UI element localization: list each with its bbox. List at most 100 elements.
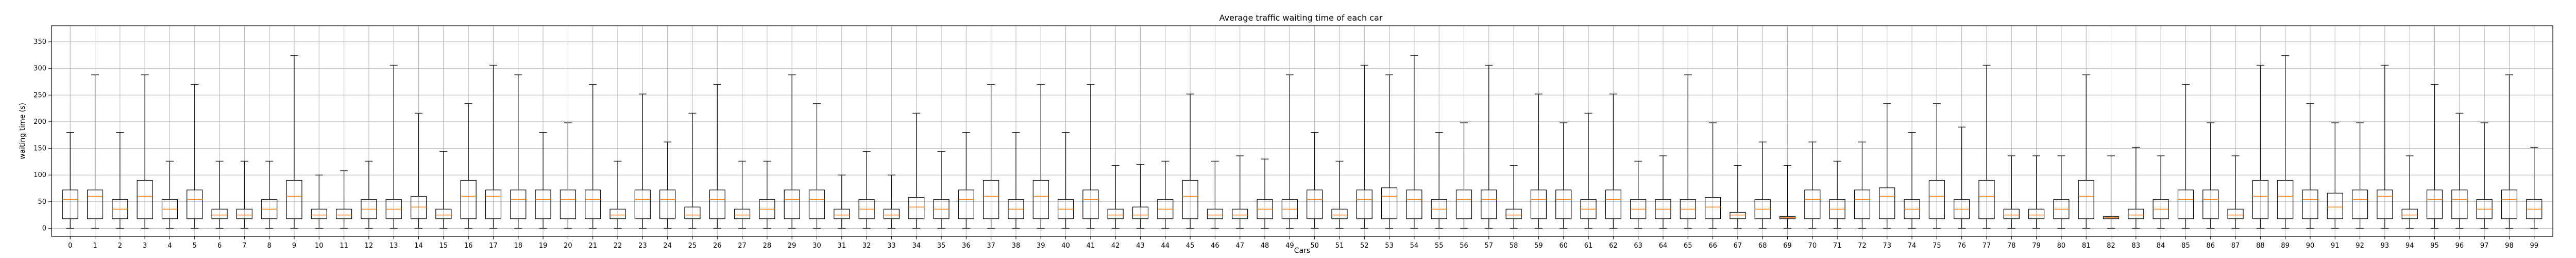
- box-plot-car-37: [983, 84, 999, 229]
- box: [1879, 187, 1895, 219]
- box-plot-car-82: [2103, 155, 2120, 229]
- x-tick-label: 1: [93, 242, 97, 250]
- x-tick-label: 0: [68, 242, 72, 250]
- x-tick-label: 47: [1235, 242, 1244, 250]
- box-plot-car-92: [2352, 122, 2368, 229]
- box-plot-car-28: [759, 160, 775, 229]
- x-tick-label: 21: [588, 242, 597, 250]
- box-plot-car-30: [808, 103, 825, 229]
- x-tick-label: 66: [1708, 242, 1717, 250]
- box-plot-car-48: [1257, 158, 1273, 229]
- y-axis-title: waiting time (s): [19, 103, 27, 159]
- box: [187, 189, 203, 219]
- box: [1182, 180, 1198, 219]
- box: [2252, 180, 2268, 219]
- x-tick-label: 23: [638, 242, 647, 250]
- box-plot-car-32: [858, 151, 875, 229]
- x-tick-label: 14: [414, 242, 423, 250]
- x-axis-title: Cars: [1294, 247, 1310, 255]
- box: [2227, 208, 2244, 219]
- x-tick-label: 18: [514, 242, 523, 250]
- box-plot-car-36: [958, 132, 974, 229]
- x-tick-label: 55: [1435, 242, 1444, 250]
- box: [1705, 197, 1721, 219]
- x-tick-label: 76: [1957, 242, 1966, 250]
- x-tick-label: 22: [614, 242, 622, 250]
- box-plot-car-51: [1331, 160, 1348, 229]
- box: [2302, 189, 2318, 219]
- box: [634, 189, 651, 219]
- box: [510, 189, 527, 219]
- box: [2377, 189, 2393, 219]
- box: [2277, 180, 2294, 219]
- x-tick-label: 79: [2032, 242, 2041, 250]
- x-tick-label: 7: [242, 242, 246, 250]
- box-plot-car-5: [187, 84, 203, 229]
- box-layer: [62, 55, 2543, 229]
- box: [435, 208, 452, 219]
- x-tick-label: 32: [862, 242, 871, 250]
- box-plot-car-15: [435, 151, 452, 229]
- x-tick-label: 5: [193, 242, 197, 250]
- box: [87, 189, 104, 219]
- box-plot-car-64: [1655, 155, 1671, 229]
- box-plot-car-18: [510, 74, 527, 229]
- y-tick-label: 50: [38, 198, 46, 206]
- box-plot-car-44: [1157, 160, 1174, 229]
- x-tick-label: 16: [464, 242, 473, 250]
- box-plot-car-54: [1406, 55, 1422, 229]
- x-tick-label: 65: [1684, 242, 1692, 250]
- x-tick-label: 29: [788, 242, 796, 250]
- x-tick-label: 74: [1908, 242, 1917, 250]
- box-plot-car-55: [1431, 132, 1447, 229]
- x-tick-label: 35: [937, 242, 946, 250]
- x-tick-label: 45: [1186, 242, 1195, 250]
- x-tick-label: 53: [1385, 242, 1394, 250]
- x-tick-label: 60: [1559, 242, 1568, 250]
- box: [2451, 189, 2468, 219]
- box: [2003, 208, 2020, 219]
- box: [2028, 208, 2045, 219]
- box-plot-car-38: [1008, 132, 1024, 229]
- box: [236, 208, 252, 219]
- box: [1132, 206, 1149, 219]
- x-tick-label: 28: [763, 242, 772, 250]
- x-tick-label: 84: [2157, 242, 2165, 250]
- box: [410, 196, 427, 219]
- x-tick-label: 51: [1335, 242, 1344, 250]
- x-tick-label: 43: [1136, 242, 1145, 250]
- x-tick-label: 13: [389, 242, 398, 250]
- box-plot-car-34: [908, 112, 925, 229]
- box: [535, 189, 551, 219]
- box-plot-car-59: [1530, 93, 1547, 229]
- x-tick-label: 62: [1609, 242, 1618, 250]
- x-tick-label: 57: [1485, 242, 1494, 250]
- x-tick-label: 19: [539, 242, 548, 250]
- box-plot-car-78: [2003, 155, 2020, 229]
- x-tick-label: 93: [2381, 242, 2389, 250]
- box-plot-car-11: [336, 170, 352, 229]
- x-tick-label: 98: [2505, 242, 2514, 250]
- plot-frame: [51, 25, 2553, 237]
- box: [1530, 189, 1547, 219]
- x-tick-label: 40: [1061, 242, 1070, 250]
- box-plot-car-17: [485, 64, 502, 229]
- box-plot-car-76: [1954, 126, 1970, 229]
- box: [1505, 208, 1522, 219]
- box: [2352, 189, 2368, 219]
- x-tick-label: 56: [1460, 242, 1468, 250]
- chart-title: Average traffic waiting time of each car: [1219, 13, 1383, 23]
- x-tick-label: 50: [1310, 242, 1319, 250]
- box-plot-car-20: [560, 122, 576, 229]
- x-tick-label: 12: [365, 242, 374, 250]
- box: [1082, 189, 1099, 219]
- box-plot-car-40: [1057, 132, 1074, 229]
- box-plot-car-24: [659, 141, 676, 229]
- x-tick-label: 75: [1933, 242, 1941, 250]
- box-plot-car-75: [1928, 103, 1945, 229]
- x-tick-label: 27: [738, 242, 747, 250]
- box-plot-car-27: [734, 160, 751, 229]
- box-plot-car-42: [1107, 165, 1124, 229]
